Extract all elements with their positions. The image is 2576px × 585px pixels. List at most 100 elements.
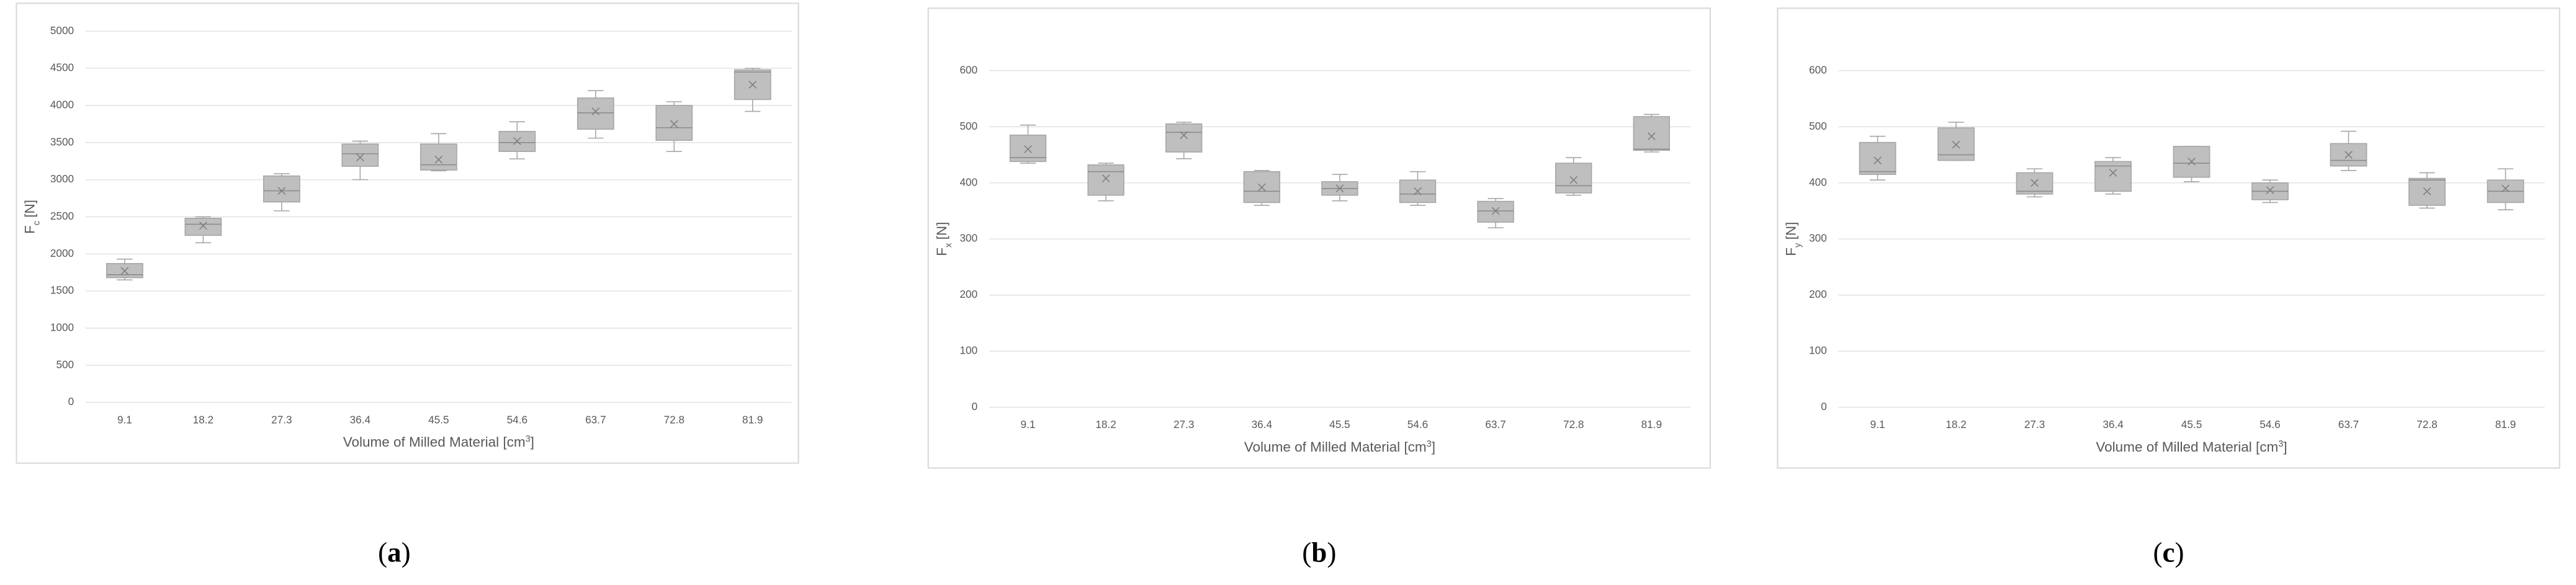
y-tick-label: 300 bbox=[959, 232, 977, 244]
y-tick-label: 5000 bbox=[50, 24, 74, 37]
mean-marker bbox=[2188, 157, 2196, 166]
y-tick-label: 300 bbox=[1809, 232, 1827, 244]
caption: (c) bbox=[2153, 537, 2184, 568]
y-axis-symbol: F bbox=[934, 248, 949, 256]
x-tick-label: 54.6 bbox=[507, 413, 527, 426]
x-tick-label: 81.9 bbox=[1641, 418, 1662, 431]
x-tick-label: 36.4 bbox=[2103, 418, 2124, 431]
mean-marker bbox=[277, 187, 286, 195]
x-axis-title: Volume of Milled Material [cm3] bbox=[343, 434, 534, 450]
x-tick-label: 36.4 bbox=[350, 413, 371, 426]
caption: (b) bbox=[1302, 537, 1336, 568]
y-axis-symbol: F bbox=[22, 225, 38, 234]
x-tick-label: 54.6 bbox=[1407, 418, 1428, 431]
x-axis-title: Volume of Milled Material [cm3] bbox=[1244, 439, 1435, 455]
y-tick-label: 600 bbox=[1809, 63, 1827, 76]
mean-marker bbox=[670, 120, 678, 128]
mean-marker bbox=[2345, 151, 2353, 159]
x-axis-title-part: ] bbox=[2283, 439, 2287, 455]
caption-part: c bbox=[2162, 537, 2174, 568]
x-tick-label: 18.2 bbox=[193, 413, 213, 426]
box bbox=[420, 143, 457, 171]
box bbox=[1087, 164, 1124, 196]
y-tick-label: 200 bbox=[959, 288, 977, 300]
x-tick-label: 9.1 bbox=[117, 413, 132, 426]
x-tick-label: 18.2 bbox=[1945, 418, 1966, 431]
caption-part: b bbox=[1311, 537, 1327, 568]
chart: 0 100 200 300 400 500 600 9.1 18.2 27.3 36.4 45.5 54… bbox=[927, 7, 1711, 568]
x-tick-label: 63.7 bbox=[2338, 418, 2359, 431]
mean-marker bbox=[1335, 184, 1344, 193]
x-tick-label: 72.8 bbox=[664, 413, 684, 426]
caption-part: ( bbox=[1302, 537, 1311, 568]
y-tick-label: 3500 bbox=[50, 135, 74, 148]
x-tick-label: 36.4 bbox=[1252, 418, 1273, 431]
y-tick-label: 3000 bbox=[50, 172, 74, 185]
mean-marker bbox=[748, 81, 757, 89]
y-tick-label: 4500 bbox=[50, 61, 74, 74]
x-tick-label: 45.5 bbox=[1329, 418, 1350, 431]
x-tick-label: 81.9 bbox=[2495, 418, 2516, 431]
box bbox=[263, 175, 300, 203]
x-tick-label: 27.3 bbox=[2024, 418, 2045, 431]
mean-marker bbox=[591, 107, 600, 115]
mean-marker bbox=[1874, 156, 1882, 164]
y-tick-label: 1500 bbox=[50, 284, 74, 297]
mean-marker bbox=[356, 153, 364, 162]
box bbox=[2016, 172, 2053, 195]
chart-frame bbox=[1777, 7, 2560, 469]
x-tick-label: 9.1 bbox=[1021, 418, 1036, 431]
x-tick-label: 72.8 bbox=[1563, 418, 1584, 431]
mean-marker bbox=[1102, 174, 1110, 182]
y-axis-unit: [N] bbox=[934, 222, 949, 240]
caption-part: ( bbox=[2153, 537, 2162, 568]
y-axis-unit: [N] bbox=[22, 200, 38, 218]
box bbox=[1165, 123, 1203, 153]
y-tick-label: 400 bbox=[959, 176, 977, 188]
y-axis-title: Fx [N] bbox=[934, 222, 954, 256]
chart: 0 500 1000 1500 2000 2500 3000 3500 4000 4500 5000… bbox=[16, 2, 799, 568]
x-tick-label: 45.5 bbox=[428, 413, 449, 426]
y-tick-label: 500 bbox=[56, 358, 74, 370]
box bbox=[184, 218, 222, 236]
mean-marker bbox=[1647, 132, 1656, 141]
y-tick-label: 500 bbox=[959, 120, 977, 132]
y-tick-label: 0 bbox=[1821, 400, 1827, 413]
x-tick-label: 63.7 bbox=[1485, 418, 1506, 431]
y-tick-label: 200 bbox=[1809, 288, 1827, 300]
box bbox=[1477, 200, 1514, 223]
x-axis-title-part: 3 bbox=[2278, 439, 2283, 449]
y-axis-subscript: x bbox=[944, 243, 954, 248]
x-tick-label: 54.6 bbox=[2260, 418, 2280, 431]
mean-marker bbox=[120, 267, 129, 275]
y-axis-title: Fy [N] bbox=[1784, 222, 1803, 256]
caption-part: ) bbox=[402, 537, 411, 568]
y-tick-label: 100 bbox=[959, 344, 977, 357]
chart-frame bbox=[927, 7, 1711, 469]
mean-marker bbox=[1414, 187, 1422, 195]
chart: 0 100 200 300 400 500 600 9.1 18.2 27.3 36.4 45.5 54… bbox=[1777, 7, 2560, 568]
mean-marker bbox=[2423, 187, 2431, 195]
y-tick-label: 2500 bbox=[50, 210, 74, 222]
y-axis-subscript: y bbox=[1793, 243, 1803, 248]
x-axis-title-part: Volume of Milled Material [cm bbox=[343, 434, 526, 450]
y-tick-label: 400 bbox=[1809, 176, 1827, 188]
y-tick-label: 0 bbox=[68, 395, 74, 408]
mean-marker bbox=[1180, 131, 1188, 140]
x-tick-label: 72.8 bbox=[2417, 418, 2437, 431]
x-tick-label: 27.3 bbox=[271, 413, 292, 426]
box bbox=[1859, 141, 1896, 175]
x-axis-title-part: 3 bbox=[1427, 439, 1432, 449]
caption: (a) bbox=[378, 537, 411, 568]
y-axis-unit: [N] bbox=[1784, 222, 1799, 240]
mean-marker bbox=[2109, 169, 2117, 177]
caption-part: ) bbox=[2174, 537, 2184, 568]
x-tick-label: 18.2 bbox=[1095, 418, 1116, 431]
caption-part: ) bbox=[1327, 537, 1336, 568]
x-axis-title-part: Volume of Milled Material [cm bbox=[2096, 439, 2278, 455]
y-tick-label: 500 bbox=[1809, 120, 1827, 132]
x-axis-title-part: 3 bbox=[526, 434, 531, 444]
y-tick-label: 4000 bbox=[50, 99, 74, 111]
x-axis-title-part: ] bbox=[531, 434, 534, 450]
mean-marker bbox=[513, 137, 521, 145]
